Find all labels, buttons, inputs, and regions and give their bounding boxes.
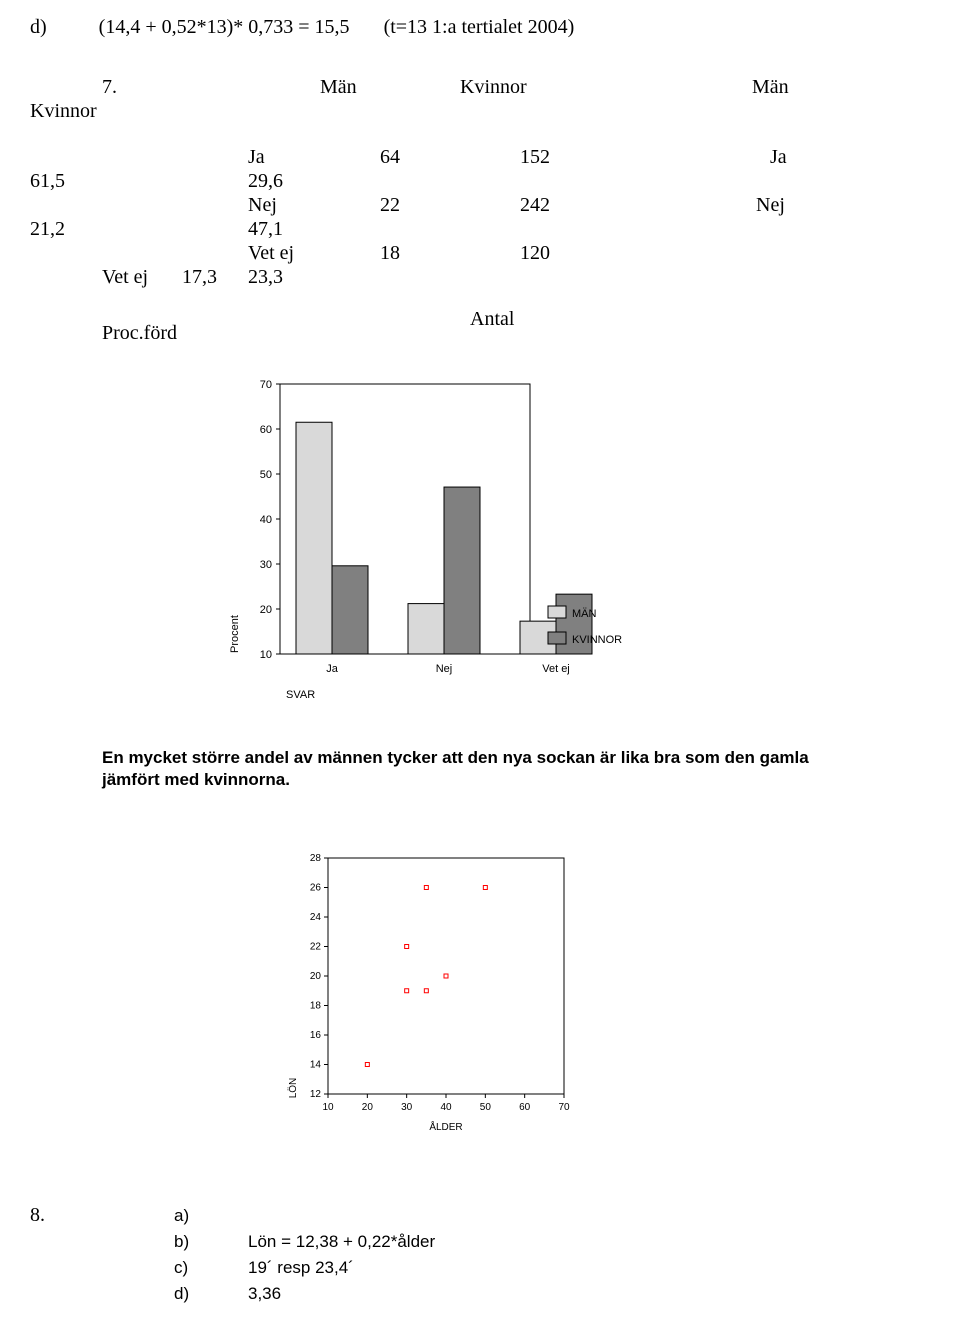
svg-text:22: 22 [310, 942, 322, 953]
svg-text:14: 14 [310, 1060, 322, 1071]
s7-nej-v1: 22 [380, 194, 400, 217]
s8-d-val: 3,36 [248, 1284, 281, 1304]
svg-text:MÄN: MÄN [572, 608, 597, 620]
svg-text:50: 50 [480, 1102, 492, 1113]
s7-hdr-man: Män [320, 76, 357, 99]
svg-text:24: 24 [310, 912, 322, 923]
s7-p296: 29,6 [248, 170, 283, 193]
svg-text:28: 28 [310, 853, 322, 864]
top-note: (t=13 1:a tertialet 2004) [384, 16, 575, 38]
svg-text:16: 16 [310, 1030, 322, 1041]
s7-num: 7. [102, 76, 117, 99]
svg-text:Nej: Nej [436, 663, 453, 675]
svg-text:20: 20 [362, 1102, 374, 1113]
svg-text:70: 70 [260, 379, 272, 391]
svg-text:SVAR: SVAR [286, 689, 315, 701]
s7-nej-lbl: Nej [248, 194, 277, 217]
caption-l2: jämfört med kvinnorna. [102, 770, 290, 790]
top-prefix: d) [30, 16, 47, 38]
svg-text:70: 70 [558, 1102, 570, 1113]
s7-ja-right: Ja [770, 146, 787, 169]
s7-hdr-right: Män [752, 76, 789, 99]
bar-chart: 10 20 30 40 50 60 70 Ja Nej Vet ej Procent SVAR MÄN K… [218, 378, 658, 718]
caption-l1: En mycket större andel av männen tycker … [102, 748, 809, 768]
svg-text:20: 20 [260, 604, 272, 616]
s8-b-val: Lön = 12,38 + 0,22*ålder [248, 1232, 435, 1252]
s7-vetej-v1: 18 [380, 242, 400, 265]
s7-vetej-lbl: Vet ej [248, 242, 294, 265]
s7-antal: Antal [470, 308, 514, 331]
scatter-chart: 10 20 30 40 50 60 70 12 14 16 18 20 22 24 26 28 LÖN ÅLDER [280, 848, 600, 1168]
s7-p173: 17,3 [182, 266, 217, 289]
s7-hdr-kvinnor: Kvinnor [460, 76, 527, 99]
svg-text:40: 40 [440, 1102, 452, 1113]
svg-text:LÖN: LÖN [287, 1078, 299, 1099]
svg-text:30: 30 [401, 1102, 413, 1113]
s7-ja-v1: 64 [380, 146, 400, 169]
s7-p471: 47,1 [248, 218, 283, 241]
s7-ja-lbl: Ja [248, 146, 265, 169]
svg-text:Ja: Ja [326, 663, 339, 675]
s7-vetej-left: Vet ej [102, 266, 148, 289]
svg-text:60: 60 [260, 424, 272, 436]
s7-p233: 23,3 [248, 266, 283, 289]
svg-text:Vet ej: Vet ej [542, 663, 570, 675]
s8-a: a) [174, 1206, 189, 1226]
s7-ja-v2: 152 [520, 146, 550, 169]
s8-b-lbl: b) [174, 1232, 189, 1252]
s8-c-val: 19´ resp 23,4´ [248, 1258, 354, 1278]
s7-nej-v2: 242 [520, 194, 550, 217]
svg-text:40: 40 [260, 514, 272, 526]
s7-kvinnor-left: Kvinnor [30, 100, 97, 123]
s7-vetej-v2: 120 [520, 242, 550, 265]
svg-text:18: 18 [310, 1001, 322, 1012]
svg-text:KVINNOR: KVINNOR [572, 634, 622, 646]
svg-text:30: 30 [260, 559, 272, 571]
svg-text:Procent: Procent [229, 615, 241, 653]
s7-p212: 21,2 [30, 218, 65, 241]
svg-text:10: 10 [322, 1102, 334, 1113]
s7-procford: Proc.förd [102, 322, 177, 345]
svg-text:50: 50 [260, 469, 272, 481]
s8-c-lbl: c) [174, 1258, 188, 1278]
s8-d-lbl: d) [174, 1284, 189, 1304]
s7-nej-right: Nej [756, 194, 785, 217]
svg-text:26: 26 [310, 883, 322, 894]
top-formula: (14,4 + 0,52*13)* 0,733 = 15,5 [99, 16, 350, 38]
s8-num: 8. [30, 1204, 45, 1227]
svg-text:12: 12 [310, 1089, 322, 1100]
svg-text:ÅLDER: ÅLDER [429, 1120, 462, 1133]
svg-text:60: 60 [519, 1102, 531, 1113]
s7-p615: 61,5 [30, 170, 65, 193]
svg-text:20: 20 [310, 971, 322, 982]
svg-text:10: 10 [260, 649, 272, 661]
